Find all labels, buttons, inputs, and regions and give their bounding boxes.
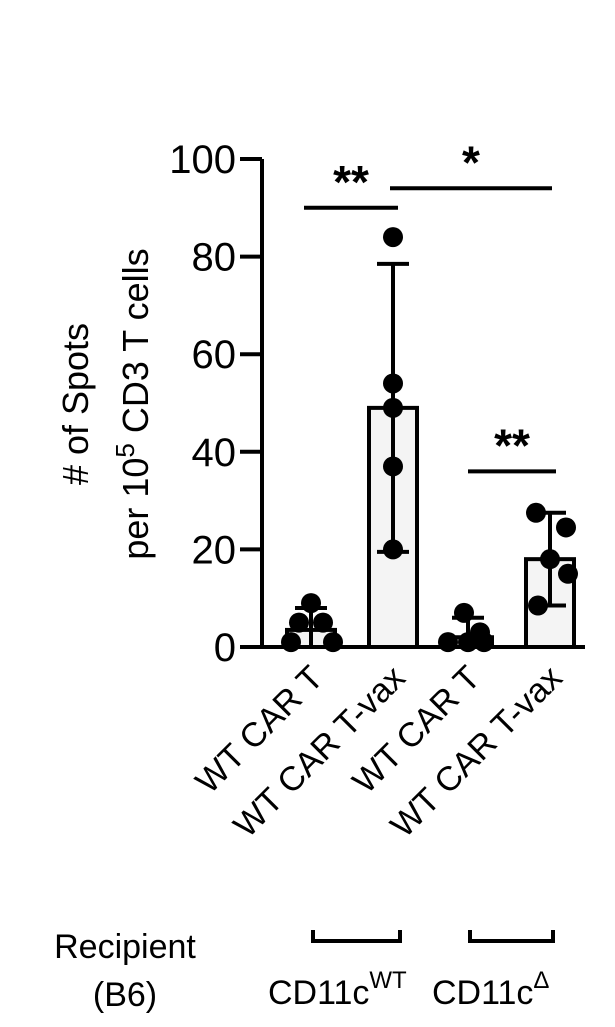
group-label: CD11cΔ xyxy=(432,967,549,1012)
group-label-superscript: WT xyxy=(369,967,407,994)
data-point xyxy=(438,632,458,653)
significance-annotations: ** *** xyxy=(304,136,556,474)
y-axis-title-superscript: 5 xyxy=(110,443,140,457)
group-label-base: CD11c xyxy=(432,974,533,1012)
y-tick-label: 40 xyxy=(192,431,237,475)
recipient-groups: CD11cWT CD11cΔ xyxy=(268,930,555,1012)
significance-label: ** xyxy=(333,156,369,208)
y-tick-label: 20 xyxy=(192,528,237,572)
data-point xyxy=(281,632,301,653)
data-point xyxy=(383,227,403,248)
data-point xyxy=(313,612,333,633)
data-point xyxy=(540,549,560,570)
group-label: CD11cWT xyxy=(268,967,407,1012)
data-point xyxy=(454,602,474,623)
recipient-label: Recipient xyxy=(54,928,196,966)
data-point xyxy=(458,632,478,653)
y-axis-title-line1: # of Spots xyxy=(55,323,96,485)
data-point xyxy=(528,595,548,616)
data-point xyxy=(383,373,403,394)
group-bracket xyxy=(468,930,555,943)
data-points xyxy=(281,227,578,653)
y-tick-label: 60 xyxy=(192,333,237,377)
group-label-superscript: Δ xyxy=(533,967,549,994)
data-point xyxy=(289,612,309,633)
recipient-strain-label: (B6) xyxy=(93,976,157,1014)
significance-label: ** xyxy=(494,419,530,471)
data-point xyxy=(558,563,578,584)
y-axis-title-suffix: CD3 T cells xyxy=(115,248,156,443)
data-point xyxy=(556,517,576,538)
data-point xyxy=(383,397,403,418)
y-tick-label: 100 xyxy=(169,138,236,182)
group-bracket xyxy=(311,930,402,943)
group-label-base: CD11c xyxy=(268,974,369,1012)
data-point xyxy=(474,632,494,653)
y-axis-ticks: 0 20 40 60 80 100 xyxy=(169,138,262,670)
y-axis-title-line2: per 105 CD3 T cells xyxy=(110,248,156,559)
data-point xyxy=(383,456,403,477)
data-point xyxy=(301,593,321,614)
data-point xyxy=(323,632,343,653)
y-tick-label: 0 xyxy=(214,626,236,670)
data-point xyxy=(526,502,546,523)
y-axis-title: # of Spots per 105 CD3 T cells xyxy=(55,248,156,559)
y-tick-label: 80 xyxy=(192,236,237,280)
data-point xyxy=(383,539,403,560)
significance-label: * xyxy=(462,136,480,188)
y-axis-title-prefix: per 10 xyxy=(115,458,156,560)
